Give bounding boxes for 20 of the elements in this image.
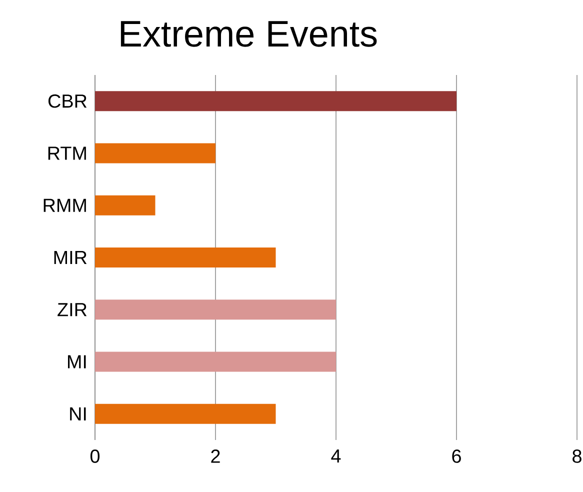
x-tick-label: 0 bbox=[90, 450, 100, 463]
bar bbox=[95, 91, 457, 112]
y-tick-label: RMM bbox=[44, 198, 86, 212]
x-tick-label: 6 bbox=[452, 450, 461, 463]
bar bbox=[95, 404, 276, 424]
y-tick-label: NI bbox=[70, 407, 86, 420]
x-tick-label: 4 bbox=[331, 450, 341, 463]
x-tick-label: 2 bbox=[211, 450, 220, 463]
y-tick-label: MIR bbox=[54, 250, 87, 264]
bar bbox=[95, 143, 216, 164]
y-tick-label: CBR bbox=[48, 94, 87, 108]
bar bbox=[95, 195, 156, 216]
y-tick-label: ZIR bbox=[58, 303, 87, 316]
y-tick-label: RTM bbox=[48, 146, 86, 160]
bar bbox=[95, 352, 336, 372]
chart-title: Extreme Events bbox=[120, 21, 377, 47]
x-tick-label: 8 bbox=[572, 450, 582, 463]
bar bbox=[95, 300, 336, 320]
y-tick-label: MI bbox=[68, 355, 86, 368]
bar bbox=[95, 247, 276, 268]
